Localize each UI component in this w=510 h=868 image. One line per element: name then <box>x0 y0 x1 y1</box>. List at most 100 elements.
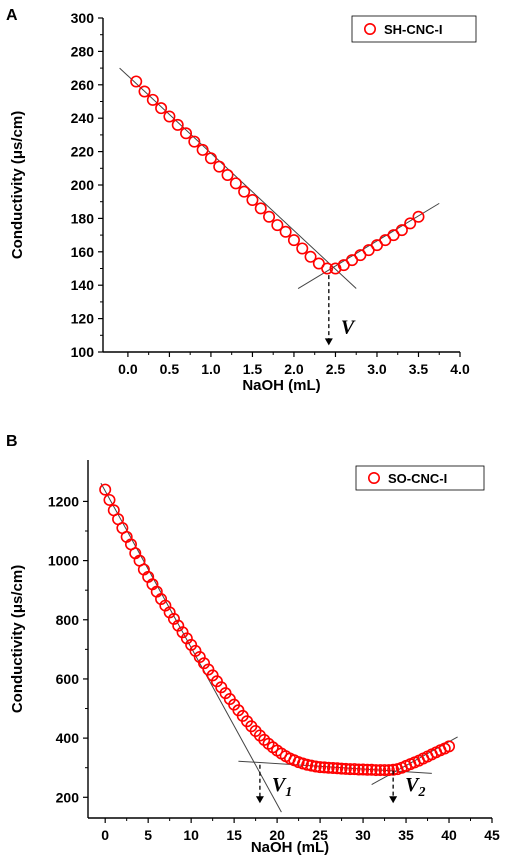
data-point <box>339 762 352 775</box>
x-axis-label: NaOH (mL) <box>251 839 329 856</box>
annotation-arrowhead <box>324 338 333 346</box>
data-point <box>301 758 314 771</box>
y-tick-label: 180 <box>71 210 95 226</box>
x-tick-label: 3.0 <box>367 361 387 377</box>
fit-line <box>238 760 432 774</box>
data-point <box>395 224 408 237</box>
x-tick-label: 1.5 <box>243 361 263 377</box>
annotation-arrowhead <box>389 796 398 804</box>
data-point <box>382 764 395 777</box>
data-point <box>357 763 370 776</box>
data-point <box>304 250 317 263</box>
x-tick-label: 20 <box>269 827 285 843</box>
data-point <box>378 764 391 777</box>
x-tick-label: 0 <box>101 827 109 843</box>
y-tick-label: 260 <box>71 77 95 93</box>
panel-label: B <box>6 433 18 450</box>
y-tick-label: 220 <box>71 144 95 160</box>
data-point <box>213 160 226 173</box>
data-point <box>374 764 387 777</box>
annotation-label: V <box>341 316 356 338</box>
annotation-label: V1 <box>272 774 292 800</box>
data-point <box>344 763 357 776</box>
data-point <box>287 234 300 247</box>
y-tick-label: 120 <box>71 311 95 327</box>
x-tick-label: 3.5 <box>409 361 429 377</box>
y-tick-label: 400 <box>56 730 80 746</box>
data-point <box>103 493 116 506</box>
data-point <box>318 761 331 774</box>
legend: SH-CNC-I <box>351 15 477 43</box>
x-tick-label: 15 <box>226 827 242 843</box>
data-point <box>271 219 284 232</box>
x-tick-label: 4.0 <box>450 361 470 377</box>
annotation-arrowhead <box>255 796 264 804</box>
y-tick-label: 300 <box>71 10 95 26</box>
x-tick-label: 35 <box>398 827 414 843</box>
data-point <box>309 760 322 773</box>
annotation-subscript: 1 <box>285 785 292 800</box>
data-point <box>238 185 251 198</box>
x-tick-label: 30 <box>355 827 371 843</box>
data-point <box>155 102 168 115</box>
annotation-label: V2 <box>405 774 425 800</box>
x-tick-label: 0.0 <box>118 361 138 377</box>
x-tick-label: 5 <box>144 827 152 843</box>
data-point <box>171 118 184 131</box>
data-point <box>196 143 209 156</box>
y-tick-label: 200 <box>56 789 80 805</box>
data-point <box>365 763 378 776</box>
data-point <box>221 168 234 181</box>
data-point <box>404 217 417 230</box>
data-point <box>146 93 159 106</box>
legend-label: SO-CNC-I <box>388 471 447 486</box>
y-tick-label: 800 <box>56 612 80 628</box>
y-tick-label: 200 <box>71 177 95 193</box>
x-tick-label: 25 <box>312 827 328 843</box>
chart-panel-a: 0.0 0.5 1.0 1.5 2.0 2.5 3.0 3.5 4.0 100 120 140 160 1… <box>6 7 477 394</box>
legend: SO-CNC-I <box>355 465 485 491</box>
x-axis-label: NaOH (mL) <box>242 377 320 394</box>
x-tick-label: 10 <box>183 827 199 843</box>
x-tick-label: 1.0 <box>201 361 221 377</box>
data-point <box>335 762 348 775</box>
y-tick-label: 1000 <box>48 553 79 569</box>
data-point <box>305 759 318 772</box>
data-point <box>180 127 193 140</box>
x-tick-label: 0.5 <box>160 361 180 377</box>
data-point <box>296 242 309 255</box>
data-point <box>279 225 292 238</box>
legend-box <box>351 15 477 43</box>
chart-panel-b: 0 5 10 15 20 25 30 35 40 45 200 400 600 800 1000 1200 Na… <box>6 433 500 856</box>
fit-line <box>297 202 440 289</box>
data-point <box>412 210 425 223</box>
y-tick-label: 240 <box>71 110 95 126</box>
legend-label: SH-CNC-I <box>384 22 443 37</box>
data-point <box>348 763 361 776</box>
y-axis-label: Conductivity (μs/cm) <box>9 565 26 713</box>
data-point <box>321 262 334 275</box>
data-point <box>387 763 400 776</box>
annotation-subscript: 2 <box>417 785 425 800</box>
data-point <box>138 85 151 98</box>
data-point <box>369 764 382 777</box>
legend-box <box>355 465 485 491</box>
y-tick-label: 100 <box>71 344 95 360</box>
data-point <box>443 740 456 753</box>
y-tick-label: 1200 <box>48 493 79 509</box>
data-point <box>263 210 276 223</box>
data-point <box>314 761 327 774</box>
y-tick-label: 280 <box>71 43 95 59</box>
y-tick-label: 600 <box>56 671 80 687</box>
y-tick-label: 160 <box>71 244 95 260</box>
data-point <box>163 110 176 123</box>
legend-marker <box>367 471 380 484</box>
data-point <box>331 762 344 775</box>
x-tick-label: 2.5 <box>326 361 346 377</box>
legend-marker <box>363 22 376 35</box>
data-point <box>130 75 143 88</box>
panel-label: A <box>6 7 18 24</box>
data-point <box>229 177 242 190</box>
x-tick-label: 40 <box>441 827 457 843</box>
